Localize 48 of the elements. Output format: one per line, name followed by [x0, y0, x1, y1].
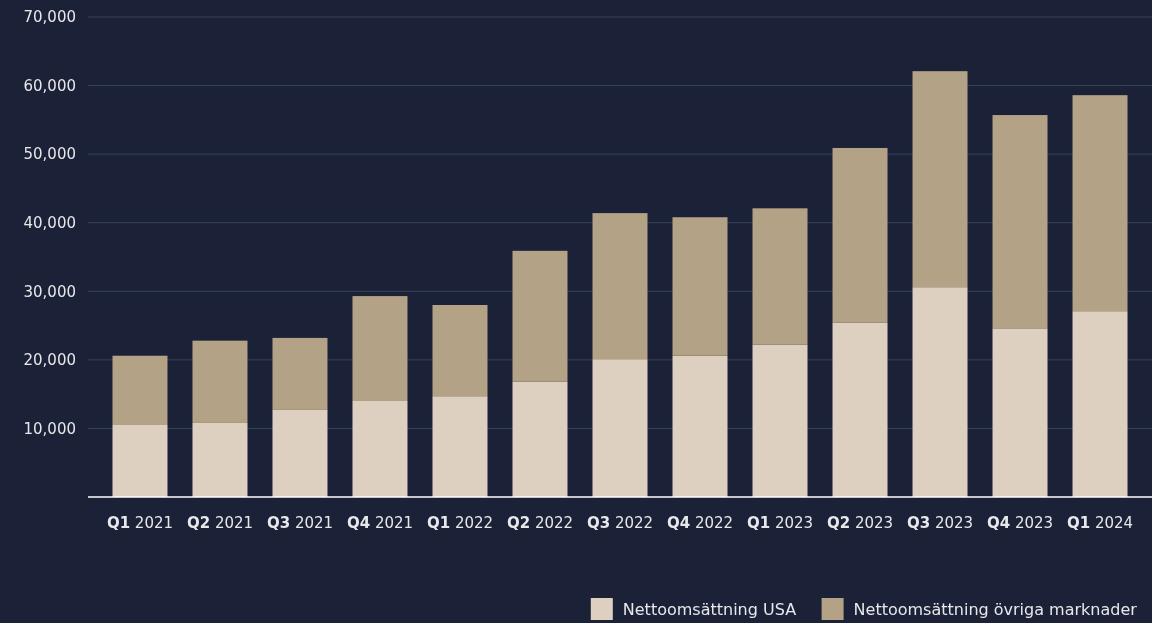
y-tick-label: 60,000 [23, 76, 76, 95]
legend-label: Nettoomsättning USA [622, 599, 797, 619]
x-tick-label: Q1 2022 [426, 514, 494, 532]
bar [1072, 95, 1128, 312]
bar [432, 396, 488, 497]
bar [112, 425, 168, 497]
bar [912, 287, 968, 497]
bar [112, 355, 168, 425]
bar [672, 217, 728, 356]
bar [832, 147, 888, 323]
bar [1072, 311, 1128, 497]
y-tick-label: 10,000 [23, 419, 76, 438]
x-tick-label: Q4 2022 [666, 514, 734, 532]
bar [992, 328, 1048, 497]
bar [752, 344, 808, 497]
bar [272, 409, 328, 497]
y-tick-label: 40,000 [23, 213, 76, 232]
x-tick-label: Q1 2023 [746, 514, 814, 532]
y-tick-label: 70,000 [23, 8, 76, 27]
bar [672, 355, 728, 497]
bar [832, 322, 888, 497]
bar [992, 115, 1048, 329]
bar [192, 340, 248, 423]
x-tick-label: Q2 2021 [186, 514, 254, 532]
bar [512, 250, 568, 382]
y-tick-label: 50,000 [23, 145, 76, 164]
x-tick-label: Q1 2021 [106, 514, 174, 532]
x-tick-label: Q2 2022 [506, 514, 574, 532]
x-tick-label: Q4 2021 [346, 514, 414, 532]
bar [192, 422, 248, 497]
bar [272, 337, 328, 410]
legend-label: Nettoomsättning övriga marknader [853, 599, 1138, 619]
bar [512, 381, 568, 497]
bar [592, 359, 648, 497]
x-tick-label: Q3 2021 [266, 514, 334, 532]
x-tick-label: Q4 2023 [986, 514, 1054, 532]
bar [912, 71, 968, 288]
x-tick-label: Q3 2022 [586, 514, 654, 532]
bar [752, 208, 808, 345]
x-tick-label: Q1 2024 [1066, 514, 1134, 532]
bar [352, 296, 408, 401]
x-tick-label: Q2 2023 [826, 514, 894, 532]
x-tick-label: Q3 2023 [906, 514, 974, 532]
bar [352, 401, 408, 497]
bar [432, 305, 488, 397]
y-tick-label: 20,000 [23, 351, 76, 370]
bar [592, 213, 648, 360]
y-tick-label: 30,000 [23, 282, 76, 301]
